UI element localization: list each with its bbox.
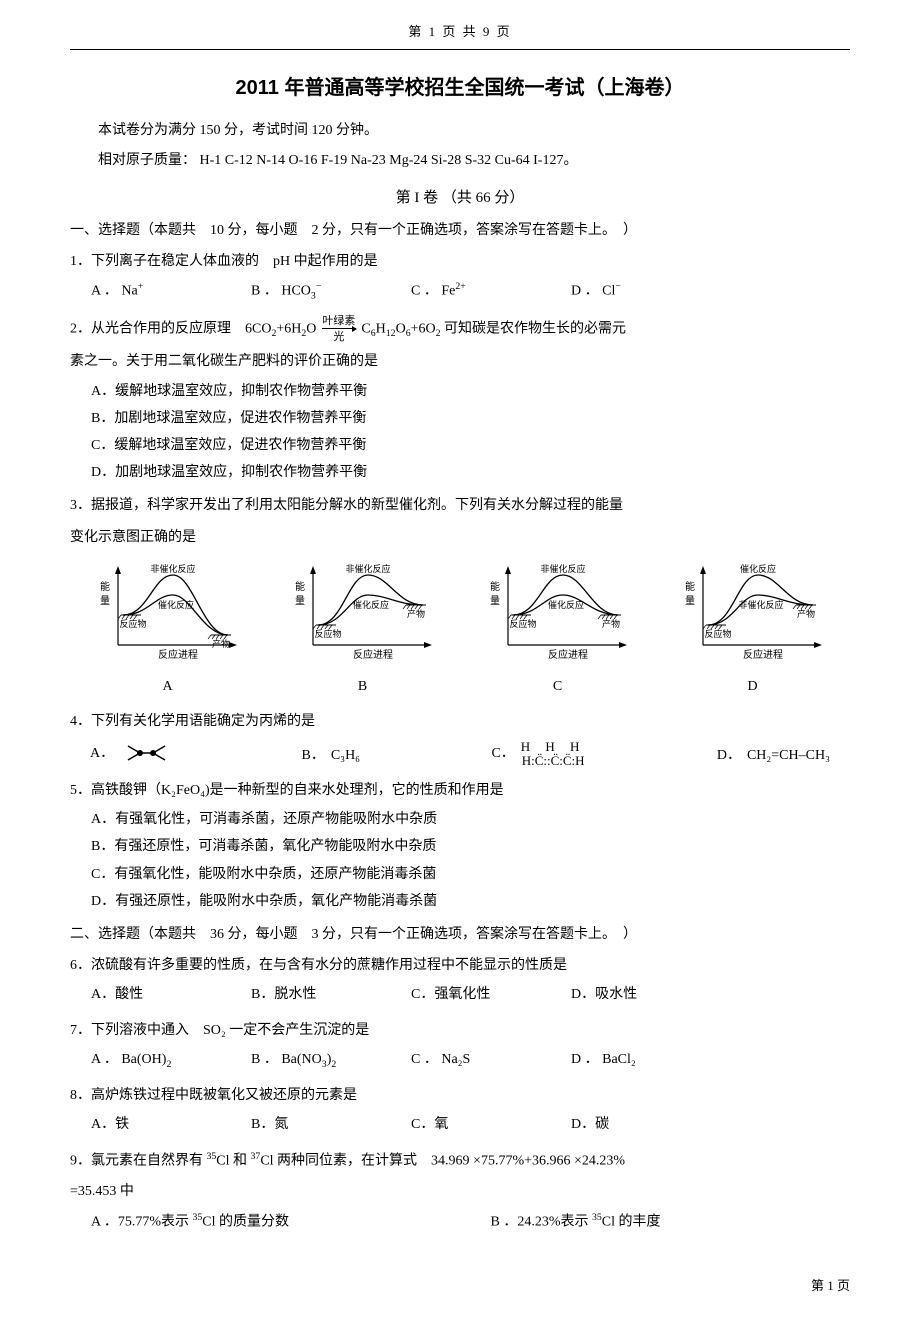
q4-opt-a: A． (90, 738, 170, 768)
svg-text:非催化反应: 非催化反应 (738, 599, 783, 610)
svg-text:反应进程: 反应进程 (743, 648, 783, 661)
q3-stem1: 3．据报道，科学家开发出了利用太阳能分解水的新型催化剂。下列有关水分解过程的能量 (70, 493, 850, 518)
q1-opt-c: C ． Fe2+ (411, 278, 531, 305)
section-a-heading: 一、选择题（本题共 10 分，每小题 2 分，只有一个正确选项，答案涂写在答题卡… (70, 218, 850, 243)
header-rule (70, 49, 850, 50)
q8-opt-b: B．氮 (251, 1112, 371, 1137)
q2-stem: 2．从光合作用的反应原理 6CO2+6H2O 叶绿素 光 C6H12O6+6O2… (70, 315, 850, 343)
svg-text:量: 量 (490, 595, 500, 607)
svg-text:非催化反应: 非催化反应 (345, 563, 390, 574)
q6-opt-d: D．吸水性 (571, 982, 691, 1007)
q3-panel-d: 能量反应进程催化反应非催化反应反应物产物D (673, 560, 833, 699)
svg-text:催化反应: 催化反应 (352, 599, 388, 610)
q5-opt-b: B．有强还原性，可消毒杀菌，氧化产物能吸附水中杂质 (91, 834, 850, 859)
q6-opt-b: B．脱水性 (251, 982, 371, 1007)
svg-text:反应进程: 反应进程 (548, 648, 588, 661)
svg-text:量: 量 (295, 595, 305, 607)
q9-options: A ．75.77%表示 35Cl 的质量分数 B ．24.23%表示 35Cl … (70, 1209, 850, 1235)
q4-stem: 4．下列有关化学用语能确定为丙烯的是 (70, 709, 850, 734)
q9-stem: 9．氯元素在自然界有 35Cl 和 37Cl 两种同位素，在计算式 34.969… (70, 1148, 850, 1174)
svg-text:反应物: 反应物 (314, 628, 341, 639)
svg-text:反应物: 反应物 (509, 618, 536, 629)
svg-text:催化反应: 催化反应 (547, 599, 583, 610)
svg-text:能: 能 (100, 580, 110, 593)
q4-opt-c: C． H H H H:C̈::C̈:C̈:H (491, 740, 585, 769)
q8-stem: 8．高炉炼铁过程中既被氧化又被还原的元素是 (70, 1083, 850, 1108)
q4-options: A． B．C₃H₆ C． H H H H:C̈::C̈:C̈:H D．CH₂=C… (70, 738, 850, 768)
svg-text:量: 量 (685, 595, 695, 607)
reaction-arrow: 叶绿素 光 (322, 315, 356, 343)
q5-opt-c: C．有强氧化性，能吸附水中杂质，还原产物能消毒杀菌 (91, 862, 850, 887)
q2-opt-b: B．加剧地球温室效应，促进农作物营养平衡 (91, 406, 850, 431)
exam-title: 2011 年普通高等学校招生全国统一考试（上海卷） (70, 70, 850, 106)
q3-panel-b: 能量反应进程非催化反应催化反应反应物产物B (283, 560, 443, 699)
q6-stem: 6．浓硫酸有许多重要的性质，在与含有水分的蔗糖作用过程中不能显示的性质是 (70, 953, 850, 978)
q1-opt-a: A ． Na+ (91, 278, 211, 305)
svg-text:能: 能 (295, 580, 305, 593)
q9-stem2: =35.453 中 (70, 1179, 850, 1204)
intro-line-2: 相对原子质量： H-1 C-12 N-14 O-16 F-19 Na-23 Mg… (70, 148, 850, 173)
q4-opt-d: D．CH₂=CH–CH₃ (717, 743, 830, 768)
svg-text:催化反应: 催化反应 (157, 599, 193, 610)
q3-panel-c: 能量反应进程非催化反应催化反应反应物产物C (478, 560, 638, 699)
page-footer: 第 1 页 (70, 1274, 850, 1297)
intro-line-1: 本试卷分为满分 150 分，考试时间 120 分钟。 (70, 118, 850, 143)
svg-text:反应物: 反应物 (704, 628, 731, 639)
q8-opt-d: D．碳 (571, 1112, 691, 1137)
q1-options: A ． Na+ B ． HCO3− C ． Fe2+ D ． Cl− (70, 278, 850, 305)
q2-opt-a: A．缓解地球温室效应，抑制农作物营养平衡 (91, 379, 850, 404)
q4-opt-b: B．C₃H₆ (302, 743, 361, 768)
q1-opt-b: B ． HCO3− (251, 278, 371, 305)
q3-diagrams: 能量反应进程非催化反应催化反应反应物产物A 能量反应进程非催化反应催化反应反应物… (70, 560, 850, 699)
svg-text:产物: 产物 (601, 618, 619, 629)
q7-opt-d: D ． BaCl₂ (571, 1047, 691, 1073)
q6-opt-a: A．酸性 (91, 982, 211, 1007)
svg-text:能: 能 (490, 580, 500, 593)
q3-stem2: 变化示意图正确的是 (70, 525, 850, 550)
part1-heading: 第 I 卷 （共 66 分） (70, 185, 850, 212)
page-header: 第 1 页 共 9 页 (70, 20, 850, 43)
svg-text:能: 能 (685, 580, 695, 593)
q2-opt-c: C．缓解地球温室效应，促进农作物营养平衡 (91, 433, 850, 458)
q8-opt-a: A．铁 (91, 1112, 211, 1137)
propene-structure-icon (120, 738, 170, 768)
q5-opt-d: D．有强还原性，能吸附水中杂质，氧化产物能消毒杀菌 (91, 889, 850, 914)
q6-options: A．酸性 B．脱水性 C．强氧化性 D．吸水性 (70, 982, 850, 1007)
q2-options: A．缓解地球温室效应，抑制农作物营养平衡 B．加剧地球温室效应，促进农作物营养平… (70, 379, 850, 486)
q5-opt-a: A．有强氧化性，可消毒杀菌，还原产物能吸附水中杂质 (91, 807, 850, 832)
q7-options: A ． Ba(OH)2 B ． Ba(NO3)2 C ． Na₂S D ． Ba… (70, 1047, 850, 1073)
q1-opt-d: D ． Cl− (571, 278, 691, 305)
q9-opt-a: A ．75.77%表示 35Cl 的质量分数 (91, 1209, 451, 1235)
q2-opt-d: D．加剧地球温室效应，抑制农作物营养平衡 (91, 460, 850, 485)
q3-panel-a: 能量反应进程非催化反应催化反应反应物产物A (88, 560, 248, 699)
svg-text:非催化反应: 非催化反应 (540, 563, 585, 574)
q8-opt-c: C．氧 (411, 1112, 531, 1137)
q2-stem2: 素之一。关于用二氧化碳生产肥料的评价正确的是 (70, 349, 850, 374)
svg-text:产物: 产物 (406, 608, 424, 619)
q5-stem: 5．高铁酸钾（K₂FeO₄)是一种新型的自来水处理剂，它的性质和作用是 (70, 778, 850, 803)
svg-text:产物: 产物 (796, 608, 814, 619)
q6-opt-c: C．强氧化性 (411, 982, 531, 1007)
q8-options: A．铁 B．氮 C．氧 D．碳 (70, 1112, 850, 1137)
q7-stem: 7．下列溶液中通入 SO₂ 一定不会产生沉淀的是 (70, 1018, 850, 1043)
q1-stem: 1．下列离子在稳定人体血液的 pH 中起作用的是 (70, 249, 850, 274)
svg-text:反应进程: 反应进程 (353, 648, 393, 661)
svg-text:量: 量 (100, 595, 110, 607)
svg-text:反应物: 反应物 (119, 618, 146, 629)
q9-opt-b: B ．24.23%表示 35Cl 的丰度 (491, 1209, 851, 1235)
q7-opt-c: C ． Na₂S (411, 1047, 531, 1073)
svg-text:催化反应: 催化反应 (739, 563, 775, 574)
svg-text:反应进程: 反应进程 (158, 648, 198, 661)
q5-options: A．有强氧化性，可消毒杀菌，还原产物能吸附水中杂质 B．有强还原性，可消毒杀菌，… (70, 807, 850, 914)
svg-text:非催化反应: 非催化反应 (150, 563, 195, 574)
svg-text:产物: 产物 (211, 638, 229, 649)
section-b-heading: 二、选择题（本题共 36 分，每小题 3 分，只有一个正确选项，答案涂写在答题卡… (70, 922, 850, 947)
q7-opt-a: A ． Ba(OH)2 (91, 1047, 211, 1073)
q7-opt-b: B ． Ba(NO3)2 (251, 1047, 371, 1073)
